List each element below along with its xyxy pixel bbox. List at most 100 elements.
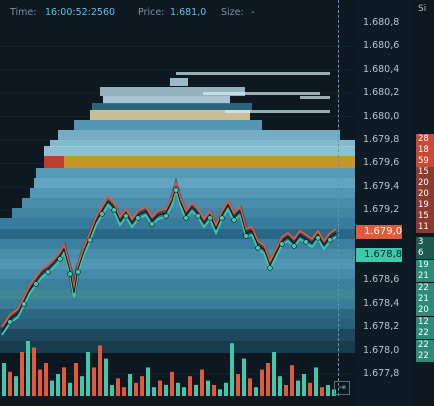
volume-bar xyxy=(236,374,240,396)
liquidity-band xyxy=(0,218,355,229)
volume-bar xyxy=(26,341,30,396)
liquidity-band xyxy=(74,120,262,130)
volume-bar xyxy=(8,371,12,396)
volume-bar xyxy=(98,345,102,396)
volume-bar xyxy=(116,378,120,396)
liquidity-highlight xyxy=(203,92,320,95)
price-axis[interactable]: 1.680,8 1.680,6 1.680,4 1.680,2 1.680,0 1.679… xyxy=(356,0,414,406)
bid-size-cell: 3 xyxy=(416,237,434,248)
price-tick: 1.680,6 xyxy=(363,40,400,52)
size-value: - xyxy=(251,7,255,18)
liquidity-band xyxy=(0,279,355,289)
bid-size-cell: 20 xyxy=(416,305,434,317)
trade-dot xyxy=(33,281,39,287)
time-value: 16:00:52:2560 xyxy=(45,7,116,18)
liquidity-band xyxy=(30,188,355,198)
volume-bar xyxy=(2,363,6,396)
volume-bar xyxy=(38,369,42,396)
cursor-line xyxy=(338,0,339,396)
price-tick: 1.678,2 xyxy=(363,321,400,333)
volume-bar xyxy=(158,380,162,396)
liquidity-band xyxy=(170,78,188,86)
price-tick: 1.679,8 xyxy=(363,134,400,145)
volume-bar xyxy=(68,382,72,396)
bid-size-cell: 22 xyxy=(416,339,434,351)
ask-size-cell: 59 xyxy=(416,156,434,167)
price-label: Price: xyxy=(138,7,165,18)
volume-bar xyxy=(188,376,192,396)
info-bar: Time: 16:00:52:2560 Price: 1.681,0 Size:… xyxy=(0,0,355,24)
trade-dot xyxy=(123,213,129,219)
liquidity-band xyxy=(90,110,250,120)
bid-size-cell: 22 xyxy=(416,328,434,340)
liquidity-band xyxy=(0,239,355,249)
liquidity-highlight xyxy=(176,72,330,75)
ask-size-cell: 20 xyxy=(416,178,434,189)
trade-dot xyxy=(267,265,273,271)
liquidity-band xyxy=(0,289,355,299)
volume-bar xyxy=(128,374,132,396)
volume-bar xyxy=(260,369,264,396)
price-tick: 1.678,0 xyxy=(363,344,400,356)
bid-size-cell: 21 xyxy=(416,294,434,305)
size-column-header: Si xyxy=(418,4,427,14)
ask-size-cell: 15 xyxy=(416,167,434,178)
price-tick: 1.680,4 xyxy=(363,63,400,75)
volume-bar xyxy=(152,387,156,396)
trade-dot xyxy=(243,233,249,239)
liquidity-band xyxy=(34,178,355,188)
ask-line xyxy=(1,179,337,328)
scroll-to-latest-icon[interactable]: ⇥ xyxy=(334,381,350,395)
size-label: Size: xyxy=(221,7,244,18)
price-tick: 1.680,2 xyxy=(363,87,400,99)
volume-bar xyxy=(20,352,24,396)
volume-bar xyxy=(74,363,78,396)
trade-dot xyxy=(173,187,179,193)
liquidity-band xyxy=(22,198,355,208)
price-tick: 1.679,6 xyxy=(363,157,400,169)
trade-dot xyxy=(87,237,93,243)
volume-bar xyxy=(134,382,138,396)
volume-bar xyxy=(296,380,300,396)
volume-bar xyxy=(92,367,96,396)
volume-bar xyxy=(86,352,90,396)
price-tick: 1.678,4 xyxy=(363,297,400,309)
bid-size-cell: 19 xyxy=(416,259,434,271)
volume-bar xyxy=(242,358,246,396)
volume-bar xyxy=(218,389,222,396)
volume-bar xyxy=(110,385,114,396)
heatmap-chart[interactable] xyxy=(0,24,355,396)
trade-dot xyxy=(7,319,13,325)
trade-dot xyxy=(135,215,141,221)
volume-bar xyxy=(230,343,234,396)
price-tick: 1.680,8 xyxy=(363,17,400,28)
volume-bar xyxy=(284,385,288,396)
ask-size-cell: 19 xyxy=(416,200,434,211)
trade-dot xyxy=(163,213,169,219)
volume-bar xyxy=(224,382,228,396)
price-tick: 1.680,0 xyxy=(363,110,400,122)
liquidity-band xyxy=(0,329,355,341)
liquidity-band xyxy=(103,96,230,104)
bid-size-cell: 6 xyxy=(416,248,434,260)
liquidity-band xyxy=(44,156,64,168)
volume-bar xyxy=(170,371,174,396)
trade-dot xyxy=(291,243,297,249)
trade-dot xyxy=(99,211,105,217)
liquidity-band xyxy=(0,341,355,353)
trade-dot xyxy=(315,235,321,241)
volume-bar xyxy=(176,382,180,396)
ask-size-cell: 18 xyxy=(416,145,434,156)
volume-bar xyxy=(56,374,60,396)
volume-bar xyxy=(326,385,330,396)
trade-dot xyxy=(75,269,81,275)
volume-bar xyxy=(314,367,318,396)
trade-dot xyxy=(45,269,51,275)
ask-size-cell: 20 xyxy=(416,189,434,200)
liquidity-band xyxy=(50,140,355,147)
volume-bar xyxy=(146,367,150,396)
volume-bar xyxy=(164,385,168,396)
liquidity-band xyxy=(44,146,355,156)
volume-bar xyxy=(122,387,126,396)
